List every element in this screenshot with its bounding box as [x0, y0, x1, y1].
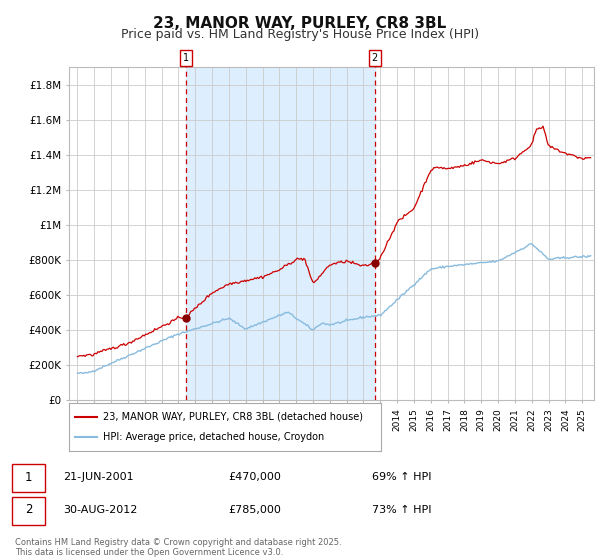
Text: 69% ↑ HPI: 69% ↑ HPI: [372, 472, 431, 482]
Text: £470,000: £470,000: [228, 472, 281, 482]
Text: £785,000: £785,000: [228, 505, 281, 515]
Text: 2: 2: [371, 53, 378, 63]
Text: 2: 2: [25, 503, 32, 516]
Text: HPI: Average price, detached house, Croydon: HPI: Average price, detached house, Croy…: [103, 432, 325, 442]
Text: 30-AUG-2012: 30-AUG-2012: [63, 505, 137, 515]
Bar: [186, 67, 374, 400]
Text: 23, MANOR WAY, PURLEY, CR8 3BL: 23, MANOR WAY, PURLEY, CR8 3BL: [154, 16, 446, 31]
Text: Contains HM Land Registry data © Crown copyright and database right 2025.
This d: Contains HM Land Registry data © Crown c…: [15, 538, 341, 557]
Text: Price paid vs. HM Land Registry's House Price Index (HPI): Price paid vs. HM Land Registry's House …: [121, 28, 479, 41]
Text: 1: 1: [183, 53, 190, 63]
Text: 1: 1: [25, 470, 32, 484]
Text: 21-JUN-2001: 21-JUN-2001: [63, 472, 134, 482]
Text: 23, MANOR WAY, PURLEY, CR8 3BL (detached house): 23, MANOR WAY, PURLEY, CR8 3BL (detached…: [103, 412, 364, 422]
Text: 73% ↑ HPI: 73% ↑ HPI: [372, 505, 431, 515]
